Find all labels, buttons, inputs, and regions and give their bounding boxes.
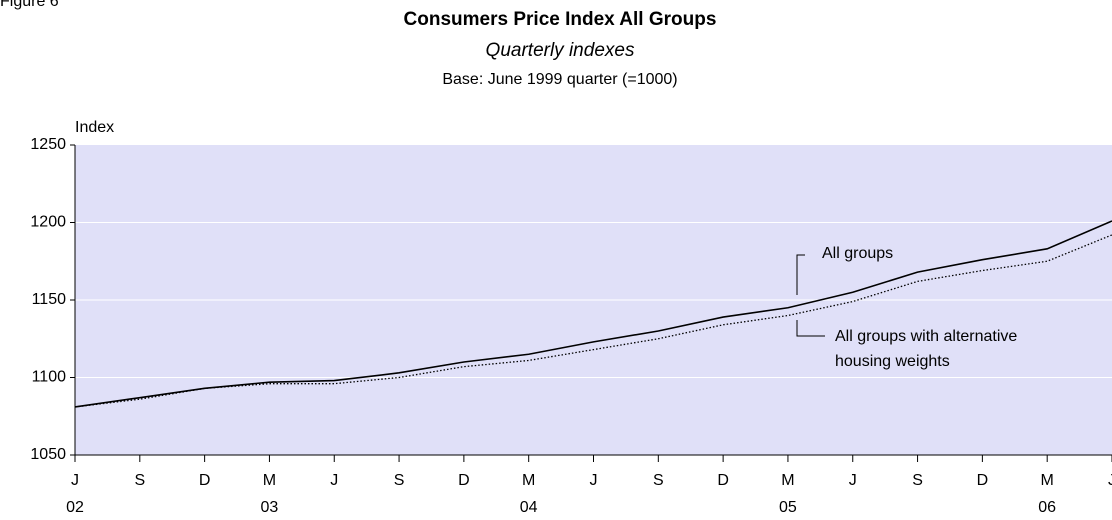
y-axis-label: Index: [75, 119, 114, 136]
y-tick-label: 1050: [30, 446, 66, 463]
x-tick-label: J: [849, 472, 857, 489]
x-tick-label: D: [458, 472, 470, 489]
annotation: All groups: [822, 245, 893, 262]
x-tick-label: J: [330, 472, 338, 489]
x-tick-label: S: [394, 472, 405, 489]
chart-subtitle: Quarterly indexes: [486, 40, 635, 61]
x-tick-label: M: [522, 472, 535, 489]
y-tick-label: 1200: [30, 214, 66, 231]
x-tick-label: J: [71, 472, 79, 489]
leader-line: [796, 320, 825, 337]
x-tick-label: J: [1108, 472, 1112, 489]
x-tick-label: S: [134, 472, 145, 489]
x-tick-label: S: [653, 472, 664, 489]
x-year-label: 02: [66, 499, 84, 516]
x-tick-label: D: [199, 472, 211, 489]
annotation: All groups with alternative: [835, 328, 1017, 345]
x-year-label: 03: [261, 499, 279, 516]
y-tick-label: 1250: [30, 136, 66, 153]
x-tick-label: D: [977, 472, 989, 489]
x-tick-label: M: [781, 472, 794, 489]
series-line: [74, 234, 1112, 408]
x-tick-label: S: [912, 472, 923, 489]
y-tick-label: 1100: [32, 369, 67, 386]
x-year-label: 04: [520, 499, 538, 516]
base-note: Base: June 1999 quarter (=1000): [442, 71, 677, 88]
x-year-label: 05: [779, 499, 797, 516]
x-year-label: 06: [1038, 499, 1056, 516]
annotation: housing weights: [835, 353, 950, 370]
figure-label: Figure 6: [0, 0, 59, 10]
series-line: [74, 220, 1112, 408]
y-tick-label: 1150: [32, 291, 67, 308]
x-tick-label: M: [263, 472, 276, 489]
x-tick-label: J: [590, 472, 598, 489]
leader-line: [796, 254, 805, 295]
chart-title: Consumers Price Index All Groups: [404, 9, 717, 30]
x-tick-label: D: [717, 472, 729, 489]
x-tick-label: M: [1041, 472, 1054, 489]
